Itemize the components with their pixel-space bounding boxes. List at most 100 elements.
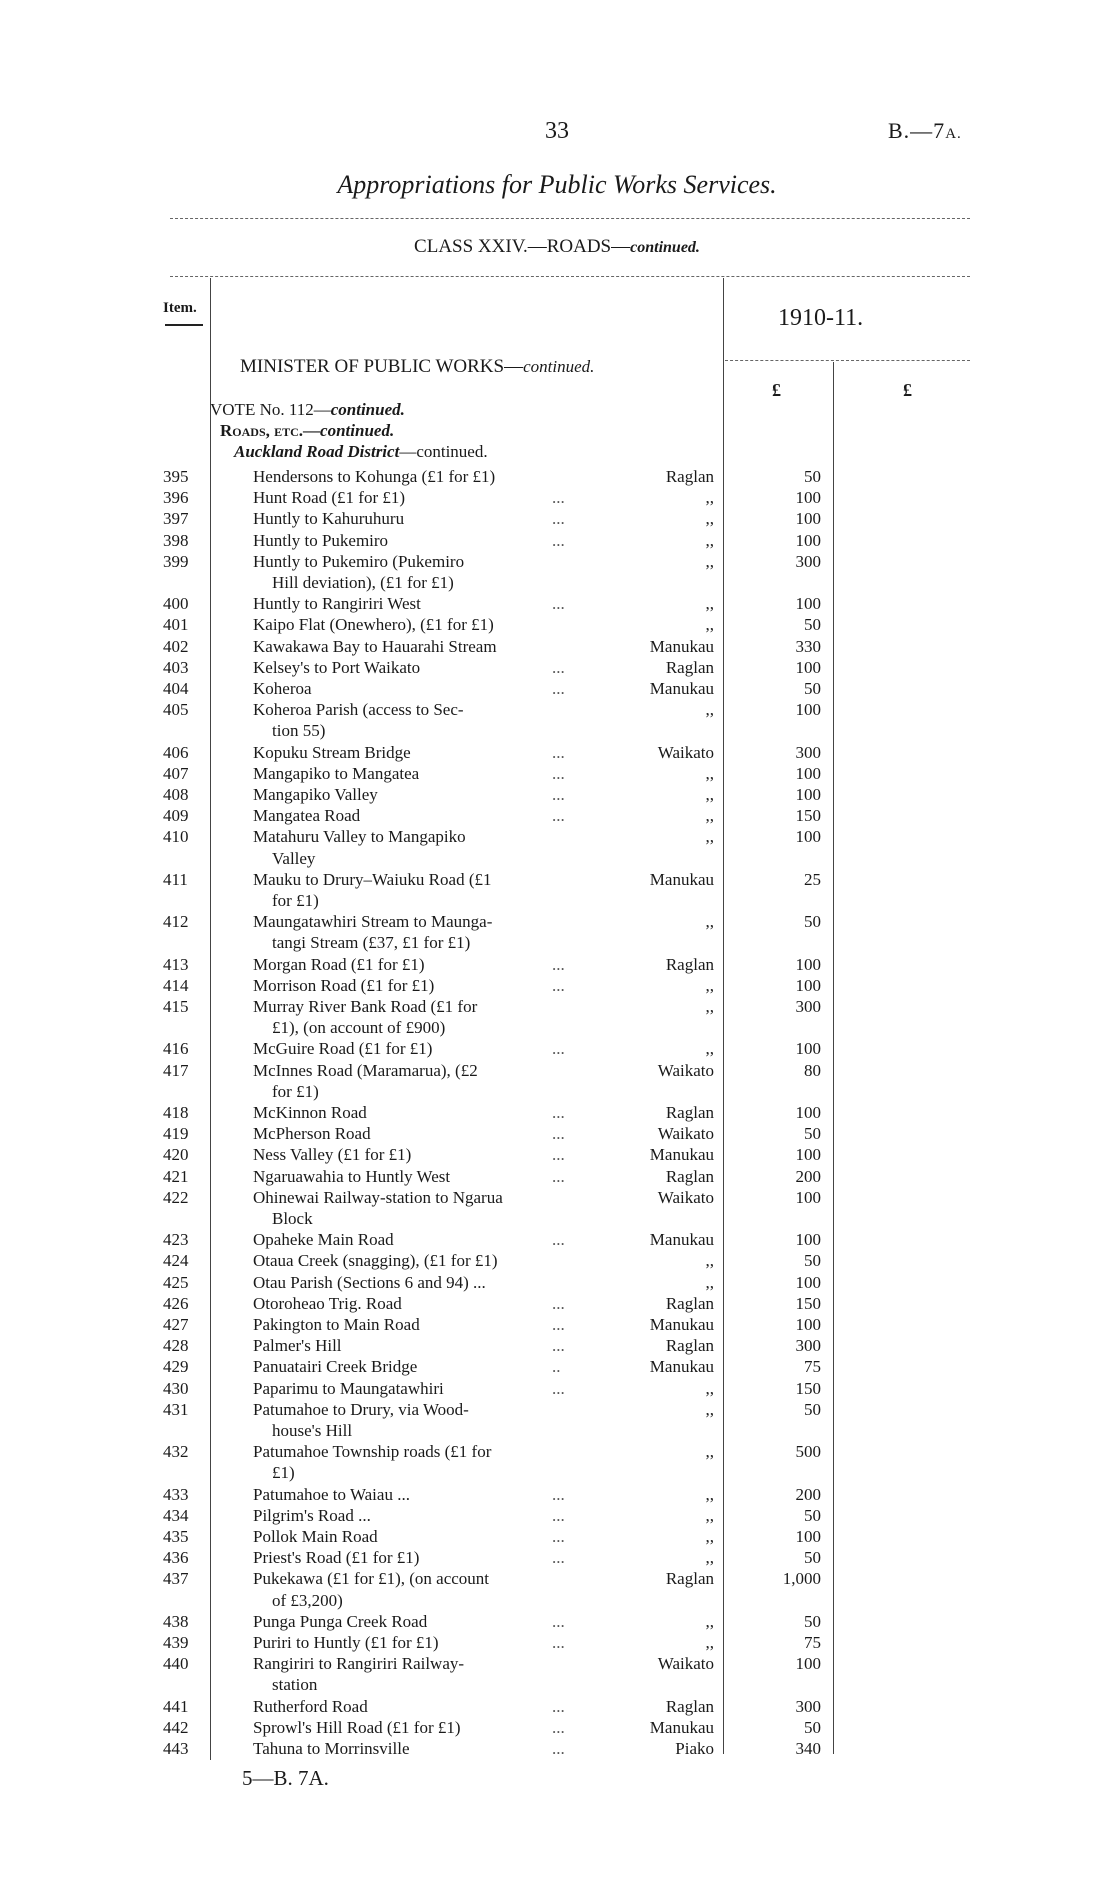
road-district: ,, <box>705 1611 715 1631</box>
item-number: 429 <box>163 1357 189 1377</box>
column-rule <box>210 278 211 1760</box>
item-description: tion 55) <box>272 721 326 741</box>
item-description: Ohinewai Railway-station to Ngarua <box>253 1187 503 1207</box>
item-description: Pukekawa (£1 for £1), (on account <box>253 1569 490 1589</box>
page-number: 33 <box>545 118 569 144</box>
leader-dots: ... <box>552 530 565 550</box>
item-description: Opaheke Main Road <box>253 1230 394 1250</box>
table-row: 439 Puriri to Huntly (£1 for £1)...,, 75 <box>0 1632 1114 1653</box>
amount: 300 <box>795 742 822 762</box>
table-row: 436 Priest's Road (£1 for £1)...,, 50 <box>0 1547 1114 1568</box>
item-number: 434 <box>163 1505 189 1525</box>
table-row-continuation: for £1) <box>0 1081 1114 1102</box>
item-number: 435 <box>163 1527 189 1546</box>
road-district: Raglan <box>665 1103 714 1122</box>
table-row: 431 Patumahoe to Drury, via Wood-,, 50 <box>0 1399 1114 1420</box>
table-row: 419 McPherson Road... Waikato 50 <box>0 1123 1114 1144</box>
item-description: Otoroheao Trig. Road <box>253 1293 402 1313</box>
leader-dots: ... <box>552 1527 565 1546</box>
leader-dots: ... <box>552 509 565 529</box>
leader-dots: ... <box>552 1378 565 1398</box>
table-row: 430 Paparimu to Maungatawhiri...,, 150 <box>0 1378 1114 1399</box>
item-description: Panuatairi Creek Bridge <box>253 1357 418 1377</box>
item-number: 433 <box>163 1484 189 1504</box>
amount: 100 <box>795 1145 822 1165</box>
vote-continued: continued. <box>330 400 405 419</box>
item-number: 408 <box>163 785 189 804</box>
item-description: Koheroa <box>253 679 312 698</box>
item-description: Hill deviation), (£1 for £1) <box>272 573 454 592</box>
item-number: 427 <box>163 1315 189 1334</box>
amount: 50 <box>804 1399 821 1419</box>
leader-dots: ... <box>552 954 565 974</box>
amount: 330 <box>795 636 822 656</box>
road-district: Manukau <box>649 636 714 656</box>
item-number: 405 <box>163 700 189 720</box>
vote-text: VOTE No. 112— <box>210 400 331 419</box>
table-row: 435 Pollok Main Road...,, 100 <box>0 1526 1114 1547</box>
road-district: ,, <box>705 530 715 550</box>
leader-dots: ... <box>552 1293 565 1313</box>
road-district: ,, <box>705 806 715 826</box>
leader-dots: ... <box>552 975 565 995</box>
road-district: Raglan <box>665 1696 714 1716</box>
table-row: 415 Murray River Bank Road (£1 for,, 300 <box>0 996 1114 1017</box>
district-continued: —continued. <box>399 442 488 461</box>
road-district: ,, <box>705 763 715 783</box>
item-description: Huntly to Kahuruhuru <box>253 509 405 529</box>
table-row: 409 Mangatea Road...,, 150 <box>0 805 1114 826</box>
amount: 150 <box>795 1293 822 1313</box>
item-description: Rutherford Road <box>253 1696 368 1716</box>
item-description: Kawakawa Bay to Hauarahi Stream <box>253 636 497 656</box>
leader-dots: ... <box>552 1717 565 1737</box>
currency-col2-header: £ <box>903 380 912 400</box>
item-number: 406 <box>163 742 189 762</box>
road-district: Manukau <box>649 1145 714 1165</box>
item-number: 409 <box>163 806 189 826</box>
table-row: 396 Hunt Road (£1 for £1)...,, 100 <box>0 487 1114 508</box>
table-row: 411 Mauku to Drury–Waiuku Road (£1 Manukau… <box>0 869 1114 890</box>
item-description: Paparimu to Maungatawhiri <box>253 1378 444 1398</box>
table-row: 427 Pakington to Main Road... Manukau 100 <box>0 1314 1114 1335</box>
table-row: 429 Panuatairi Creek Bridge.. Manukau 75 <box>0 1356 1114 1377</box>
table-row: 397 Huntly to Kahuruhuru...,, 100 <box>0 508 1114 529</box>
amount: 100 <box>795 700 822 720</box>
road-district: ,, <box>705 912 715 932</box>
road-district: ,, <box>705 785 715 804</box>
amount: 500 <box>795 1442 822 1462</box>
minister-heading: MINISTER OF PUBLIC WORKS—continued. <box>240 356 594 378</box>
table-row: 406 Kopuku Stream Bridge... Waikato 300 <box>0 742 1114 763</box>
item-description: £1) <box>272 1463 295 1483</box>
road-district: Raglan <box>665 1336 714 1356</box>
item-description: Sprowl's Hill Road (£1 for £1) <box>253 1717 461 1737</box>
currency-col1-header: £ <box>772 380 781 400</box>
table-row-continuation: Hill deviation), (£1 for £1) <box>0 572 1114 593</box>
road-district: Waikato <box>657 1124 714 1144</box>
amount: 50 <box>804 1548 821 1568</box>
item-description: Mangapiko to Mangatea <box>253 763 420 783</box>
footer-signature: 5—B. 7A. <box>242 1766 329 1790</box>
item-number: 395 <box>163 467 189 486</box>
minister-text: MINISTER OF PUBLIC WORKS— <box>240 356 524 377</box>
table-row: 402 Kawakawa Bay to Hauarahi Stream Manuka… <box>0 636 1114 657</box>
item-number: 413 <box>163 954 189 974</box>
item-header-underline <box>165 324 203 326</box>
item-description: for £1) <box>272 1081 319 1101</box>
leader-dots: ... <box>552 1103 565 1122</box>
amount: 200 <box>795 1166 822 1186</box>
item-description: Murray River Bank Road (£1 for <box>253 997 478 1016</box>
item-number: 423 <box>163 1230 189 1250</box>
item-number: 430 <box>163 1378 189 1398</box>
road-district: ,, <box>705 1251 715 1271</box>
item-number: 421 <box>163 1166 189 1186</box>
table-row-continuation: £1), (on account of £900) <box>0 1017 1114 1038</box>
district-heading: Auckland Road District—continued. <box>234 442 488 462</box>
amount: 100 <box>795 975 822 995</box>
amount: 300 <box>795 997 822 1016</box>
item-number: 436 <box>163 1548 189 1568</box>
item-number: 440 <box>163 1654 189 1674</box>
doc-ref-suffix: A. <box>945 126 962 142</box>
table-row-continuation: tion 55) <box>0 720 1114 741</box>
road-district: ,, <box>705 827 715 847</box>
amount: 300 <box>795 551 822 571</box>
